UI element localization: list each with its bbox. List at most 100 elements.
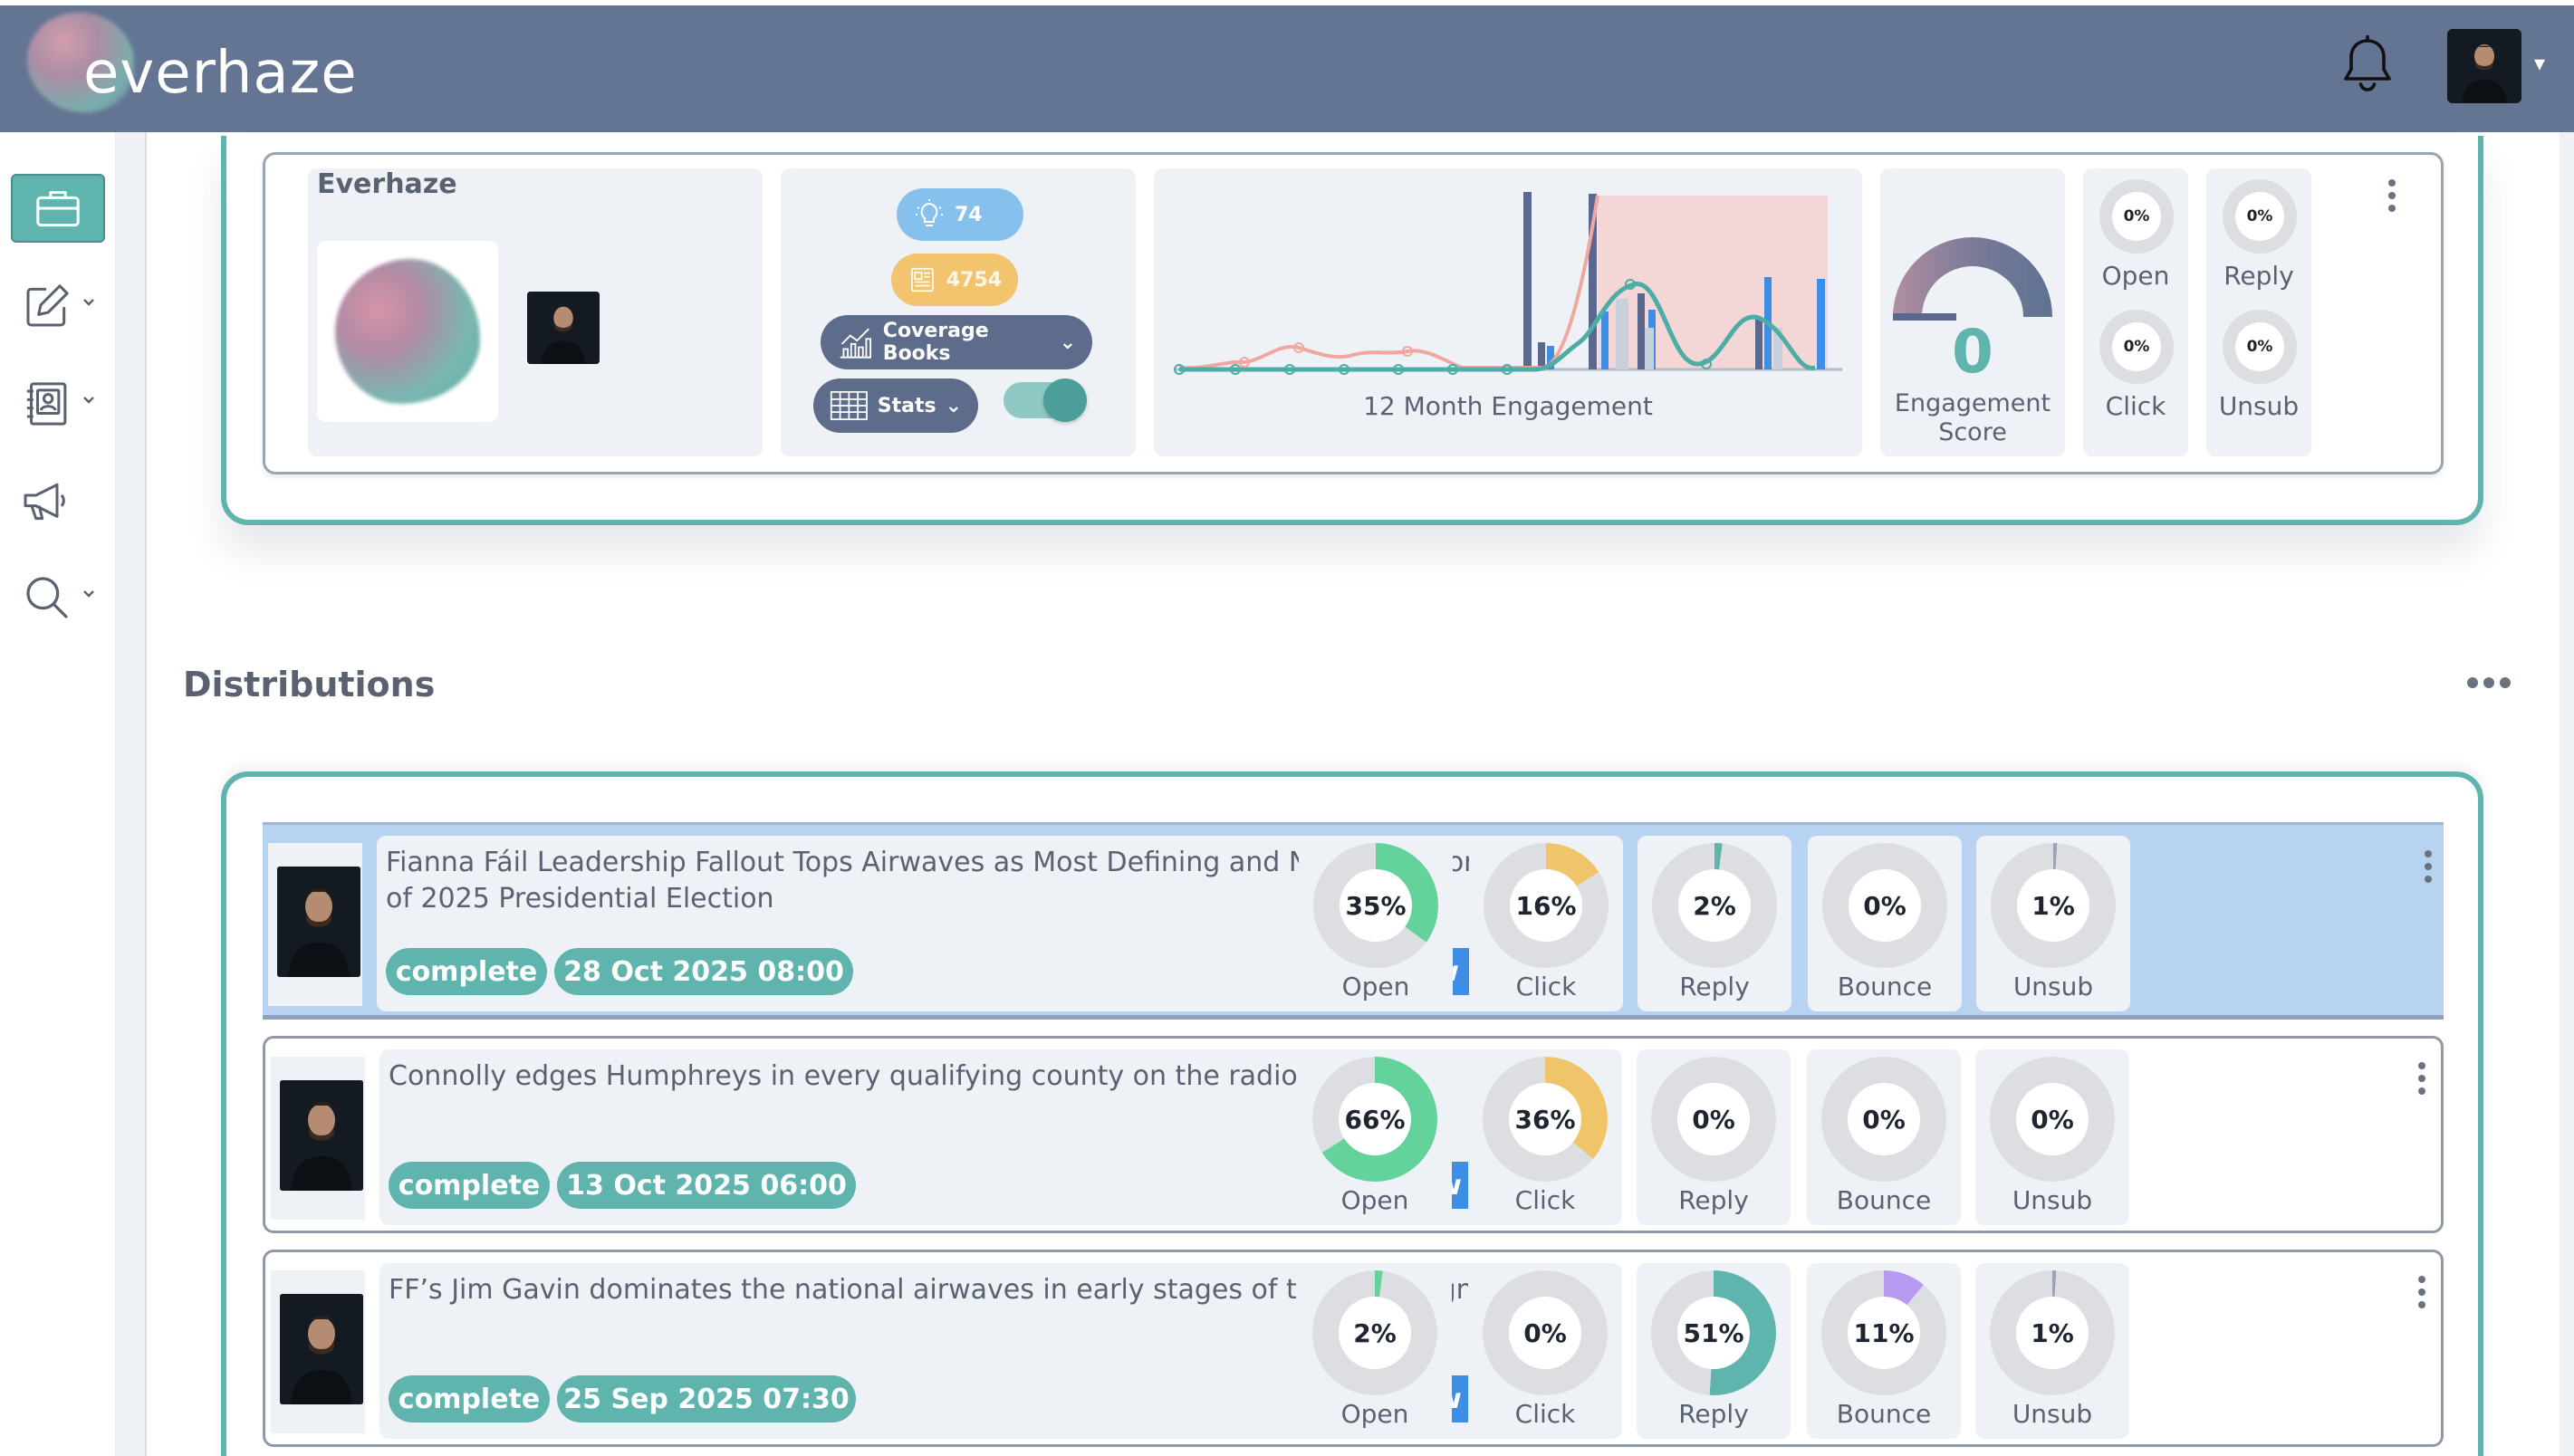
sidebar-item-briefcase[interactable] — [11, 174, 105, 243]
metric-open: 0% Open — [2083, 168, 2188, 295]
stat-reply: 2% Reply — [1638, 836, 1791, 1011]
stat-label: Bounce — [1837, 972, 1933, 1001]
engagement-score-label: Engagement Score — [1894, 389, 2051, 446]
chevron-down-icon: ⌄ — [945, 394, 962, 417]
stat-label: Reply — [1678, 1399, 1749, 1429]
metric-click: 0% Click — [2083, 299, 2188, 426]
author-avatar[interactable] — [277, 867, 360, 977]
status-badge: complete — [386, 948, 547, 995]
edit-icon — [26, 284, 69, 327]
stat-value: 35% — [1340, 869, 1412, 942]
stat-open: 2% Open — [1298, 1263, 1452, 1439]
stat-label: Open — [1340, 1399, 1409, 1429]
books-panel: 74 4754 Coverage Books ⌄ Stats ⌄ — [781, 168, 1136, 456]
date-badge: 28 Oct 2025 08:00 — [554, 948, 853, 995]
news-count: 4754 — [946, 268, 1002, 292]
stat-reply: 0% Reply — [1637, 1049, 1791, 1225]
client-name: Everhaze — [317, 168, 457, 200]
stat-bounce: 0% Bounce — [1807, 1049, 1961, 1225]
date-badge: 13 Oct 2025 06:00 — [557, 1162, 856, 1209]
summary-more-icon[interactable] — [2386, 179, 2398, 212]
chevron-down-icon — [83, 397, 94, 404]
sidebar-item-search[interactable] — [11, 563, 105, 632]
megaphone-icon — [24, 483, 65, 521]
distribution-avatar-box — [271, 1270, 365, 1433]
table-icon — [830, 390, 868, 421]
coverage-books-dropdown[interactable]: Coverage Books ⌄ — [821, 315, 1092, 369]
stat-ring: 0% — [1651, 1057, 1776, 1182]
row-more-icon[interactable] — [2422, 850, 2435, 883]
stat-label: Unsub — [2012, 972, 2094, 1001]
chevron-down-icon — [83, 299, 94, 306]
stat-value: 0% — [1509, 1297, 1581, 1369]
stat-ring: 0% — [1990, 1057, 2115, 1182]
sidebar-item-campaigns[interactable] — [11, 467, 105, 536]
stat-ring: 36% — [1483, 1057, 1608, 1182]
stat-label: Open — [1341, 972, 1410, 1001]
client-panel: Everhaze — [308, 168, 763, 456]
stat-open: 66% Open — [1298, 1049, 1452, 1225]
stat-unsub: 1% Unsub — [1976, 836, 2130, 1011]
stat-ring: 51% — [1651, 1270, 1776, 1395]
logo-mark — [27, 13, 134, 112]
stat-open: 35% Open — [1299, 836, 1453, 1011]
author-avatar[interactable] — [280, 1294, 363, 1404]
stat-value: 66% — [1339, 1083, 1411, 1155]
stat-ring: 0% — [1822, 843, 1947, 968]
status-badge: complete — [389, 1162, 550, 1209]
chart-title: 12 Month Engagement — [1363, 391, 1653, 421]
sidebar-item-edit[interactable] — [11, 272, 105, 340]
stat-ring: 0% — [1821, 1057, 1946, 1182]
briefcase-icon — [36, 190, 80, 227]
client-avatar[interactable] — [527, 292, 600, 364]
stat-label: Unsub — [2012, 1185, 2093, 1215]
engagement-chart — [1174, 192, 1842, 375]
sidebar — [0, 132, 116, 1456]
left-gutter — [116, 132, 147, 1456]
distributions-more-icon[interactable] — [2467, 677, 2511, 688]
stat-value: 16% — [1510, 869, 1582, 942]
stat-unsub: 0% Unsub — [1975, 1049, 2129, 1225]
distribution-row[interactable]: Fianna Fáil Leadership Fallout Tops Airw… — [263, 822, 2444, 1020]
chevron-down-icon: ⌄ — [1059, 330, 1076, 354]
distribution-headline[interactable]: FF’s Jim Gavin dominates the national ai… — [389, 1274, 1474, 1306]
right-gutter — [2560, 132, 2574, 1456]
stat-unsub: 1% Unsub — [1975, 1263, 2129, 1439]
coverage-books-label: Coverage Books — [882, 320, 989, 365]
row-more-icon[interactable] — [2416, 1062, 2428, 1095]
mini-metrics-right: 0% Reply 0% Unsub — [2206, 168, 2311, 456]
distribution-headline[interactable]: Connolly edges Humphreys in every qualif… — [389, 1060, 1298, 1092]
row-more-icon[interactable] — [2416, 1276, 2428, 1308]
stat-label: Click — [1514, 1399, 1576, 1429]
distribution-avatar-box — [271, 1057, 365, 1220]
distribution-avatar-box — [268, 843, 362, 1006]
news-pill[interactable]: 4754 — [891, 254, 1018, 306]
ideas-count: 74 — [955, 203, 983, 226]
stat-value: 0% — [2016, 1083, 2089, 1155]
status-badge: complete — [389, 1375, 550, 1422]
logo-text[interactable]: everhaze — [83, 40, 358, 107]
distribution-row[interactable]: FF’s Jim Gavin dominates the national ai… — [263, 1250, 2444, 1447]
top-bar: everhaze ▾ — [0, 0, 2574, 132]
stat-bounce: 0% Bounce — [1808, 836, 1962, 1011]
stat-label: Click — [1515, 972, 1577, 1001]
stats-toggle[interactable] — [1004, 378, 1087, 422]
stat-value: 2% — [1339, 1297, 1411, 1369]
user-menu-caret[interactable]: ▾ — [2534, 51, 2546, 76]
stat-value: 0% — [1849, 869, 1921, 942]
newspaper-icon — [911, 267, 934, 292]
sidebar-item-contacts[interactable] — [11, 369, 105, 438]
chart-icon — [840, 328, 872, 359]
stat-value: 0% — [1677, 1083, 1750, 1155]
stat-label: Bounce — [1836, 1185, 1932, 1215]
bell-icon[interactable] — [2335, 33, 2400, 98]
distribution-row[interactable]: Connolly edges Humphreys in every qualif… — [263, 1036, 2444, 1233]
stat-ring: 1% — [1991, 843, 2116, 968]
ideas-pill[interactable]: 74 — [897, 188, 1023, 241]
stat-label: Click — [1514, 1185, 1576, 1215]
user-avatar[interactable] — [2447, 29, 2521, 103]
stats-dropdown[interactable]: Stats ⌄ — [813, 378, 978, 433]
engagement-gauge — [1893, 237, 2052, 321]
author-avatar[interactable] — [280, 1080, 363, 1191]
